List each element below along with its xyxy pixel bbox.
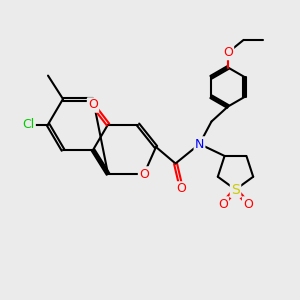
- Text: O: O: [218, 197, 228, 211]
- Text: S: S: [231, 183, 240, 196]
- Text: O: O: [223, 46, 233, 59]
- Text: O: O: [177, 182, 186, 196]
- Text: O: O: [139, 167, 149, 181]
- Text: O: O: [243, 197, 253, 211]
- Text: N: N: [195, 137, 204, 151]
- Text: O: O: [88, 98, 98, 112]
- Text: Cl: Cl: [22, 118, 34, 131]
